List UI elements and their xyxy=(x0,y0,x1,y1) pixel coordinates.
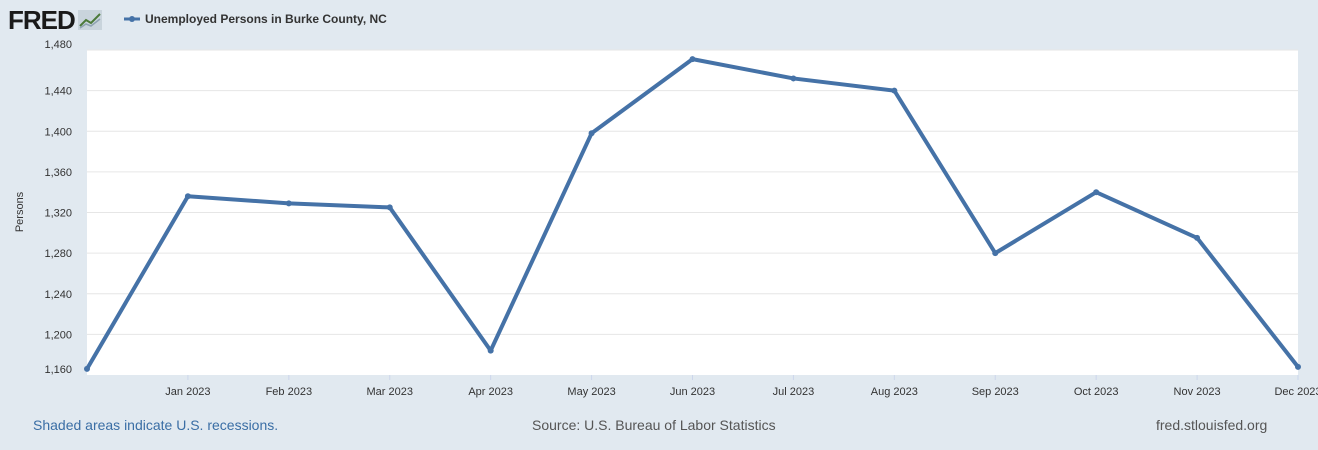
x-tick-label: Mar 2023 xyxy=(367,386,413,398)
data-point[interactable] xyxy=(790,75,797,82)
y-tick-label: 1,440 xyxy=(44,86,72,98)
legend-swatch-icon xyxy=(124,16,140,22)
data-point[interactable] xyxy=(1093,189,1100,196)
data-point[interactable] xyxy=(487,347,494,354)
chart-header: FRED Unemployed Persons in Burke County,… xyxy=(0,0,1318,40)
data-point[interactable] xyxy=(285,200,292,207)
data-point[interactable] xyxy=(689,56,696,63)
y-axis-label: Persons xyxy=(14,191,26,232)
line-chart: 1,160 1,200 1,240 1,280 1,320 1,360 1,400 1,440… xyxy=(14,39,1318,398)
data-point[interactable] xyxy=(1295,363,1301,370)
y-tick-label: 1,200 xyxy=(44,329,72,341)
x-axis-ticks: Jan 2023 Feb 2023 Mar 2023 Apr 2023 May 2023… xyxy=(165,375,1318,398)
x-tick-label: Aug 2023 xyxy=(871,386,918,398)
y-tick-label: 1,360 xyxy=(44,167,72,179)
legend-label: Unemployed Persons in Burke County, NC xyxy=(145,12,387,26)
data-point[interactable] xyxy=(891,87,898,94)
source-text: Source: U.S. Bureau of Labor Statistics xyxy=(532,417,776,433)
data-point[interactable] xyxy=(588,130,595,137)
x-tick-label: Apr 2023 xyxy=(468,386,513,398)
chart-line-icon xyxy=(77,10,102,30)
y-tick-label: 1,320 xyxy=(44,208,72,220)
chart-legend[interactable]: Unemployed Persons in Burke County, NC xyxy=(124,12,387,26)
y-tick-label: 1,480 xyxy=(44,39,72,51)
data-point[interactable] xyxy=(992,250,999,257)
data-point[interactable] xyxy=(1194,234,1201,241)
x-tick-label: Dec 2023 xyxy=(1274,386,1318,398)
x-tick-label: Jun 2023 xyxy=(670,386,715,398)
fred-logo[interactable]: FRED xyxy=(8,5,102,35)
gridlines xyxy=(87,49,1298,335)
y-tick-label: 1,240 xyxy=(44,289,72,301)
site-link[interactable]: fred.stlouisfed.org xyxy=(1156,417,1268,433)
y-axis-ticks: 1,160 1,200 1,240 1,280 1,320 1,360 1,400 1,440… xyxy=(44,39,72,376)
x-tick-label: Nov 2023 xyxy=(1174,386,1221,398)
data-point[interactable] xyxy=(184,193,191,200)
series-group xyxy=(84,56,1301,372)
x-tick-label: Jan 2023 xyxy=(165,386,210,398)
x-tick-label: Feb 2023 xyxy=(266,386,312,398)
recessions-note[interactable]: Shaded areas indicate U.S. recessions. xyxy=(33,417,279,433)
y-tick-label: 1,160 xyxy=(44,364,72,376)
x-tick-label: Oct 2023 xyxy=(1074,386,1119,398)
y-tick-label: 1,280 xyxy=(44,248,72,260)
data-point[interactable] xyxy=(84,365,90,372)
y-tick-label: 1,400 xyxy=(44,126,72,138)
x-tick-label: May 2023 xyxy=(567,386,615,398)
data-point[interactable] xyxy=(386,204,393,211)
logo-text: FRED xyxy=(8,5,76,35)
x-tick-label: Sep 2023 xyxy=(972,386,1019,398)
x-tick-label: Jul 2023 xyxy=(773,386,815,398)
